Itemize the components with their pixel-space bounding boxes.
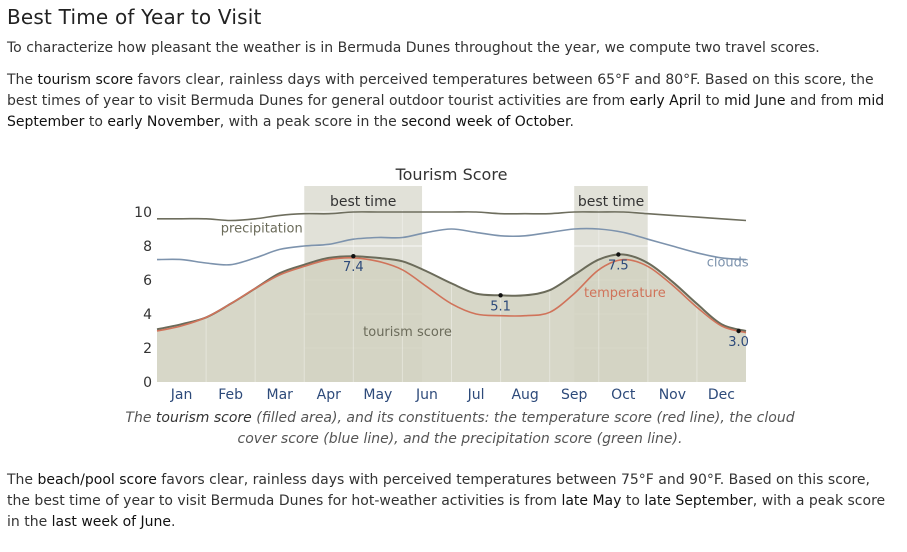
series-label-clouds: clouds xyxy=(707,255,749,270)
x-tick-label: Aug xyxy=(511,387,538,403)
y-tick-label: 2 xyxy=(143,341,152,357)
highlight-term: beach/pool score xyxy=(37,472,157,488)
x-tick-label: Oct xyxy=(611,387,636,403)
highlight-term: tourism score xyxy=(37,72,134,88)
chart-caption: The tourism score (filled area), and its… xyxy=(125,410,795,447)
chart-title: Tourism Score xyxy=(395,165,508,184)
x-tick-label: Feb xyxy=(218,387,243,403)
highlight-term: mid September xyxy=(7,93,885,130)
x-tick-label: Dec xyxy=(708,387,735,403)
highlight-term: early November xyxy=(107,114,220,130)
temperature-line xyxy=(156,257,747,334)
score-annotation: 7.4 xyxy=(343,260,364,275)
x-tick-label: Mar xyxy=(266,387,293,403)
highlight-term: late September xyxy=(644,493,753,509)
x-tick-label: Sep xyxy=(561,387,588,403)
highlight-term: second week of October xyxy=(401,114,570,130)
peak-marker xyxy=(351,254,356,259)
highlight-term: late May xyxy=(561,493,622,509)
x-tick-label: May xyxy=(363,387,392,403)
y-tick-label: 8 xyxy=(143,239,152,255)
x-tick-label: Jan xyxy=(170,387,193,403)
series-label-temperature: temperature xyxy=(584,286,666,301)
best-time-label: best time xyxy=(330,194,396,210)
highlight-term: mid June xyxy=(724,93,786,109)
peak-marker xyxy=(736,328,741,334)
best-time-label: best time xyxy=(578,194,644,210)
x-tick-label: Nov xyxy=(659,387,686,403)
highlight-term: early April xyxy=(629,93,702,109)
y-tick-label: 0 xyxy=(143,375,152,391)
intro-paragraph: To characterize how pleasant the weather… xyxy=(7,40,820,56)
y-tick-label: 4 xyxy=(143,307,152,323)
peak-marker xyxy=(498,293,503,298)
series-label-tourism-score: tourism score xyxy=(363,325,452,340)
page-title: Best Time of Year to Visit xyxy=(7,5,262,29)
clouds-line xyxy=(156,227,747,266)
x-tick-label: Jul xyxy=(467,387,485,403)
peak-marker xyxy=(616,252,621,257)
y-tick-label: 10 xyxy=(134,205,152,221)
beach-score-paragraph: The beach/pool score favors clear, rainl… xyxy=(7,472,886,530)
score-annotation: 5.1 xyxy=(490,299,511,314)
precipitation-line xyxy=(157,211,747,222)
tourism-score-paragraph: The tourism score favors clear, rainless… xyxy=(7,72,885,130)
score-annotation: 7.5 xyxy=(608,259,629,274)
tourism-score-area xyxy=(157,254,746,382)
x-tick-label: Jun xyxy=(415,387,438,403)
series-label-precipitation: precipitation xyxy=(221,221,303,236)
highlight-term: last week of June xyxy=(51,514,172,530)
score-annotation: 3.0 xyxy=(728,335,749,350)
tourism-score-chart: Tourism Score best time best time 0 2 4 6 8 10 pr… xyxy=(134,165,749,403)
highlight-term: tourism score xyxy=(155,410,252,426)
y-tick-label: 6 xyxy=(143,273,152,289)
x-tick-label: Apr xyxy=(317,387,341,403)
